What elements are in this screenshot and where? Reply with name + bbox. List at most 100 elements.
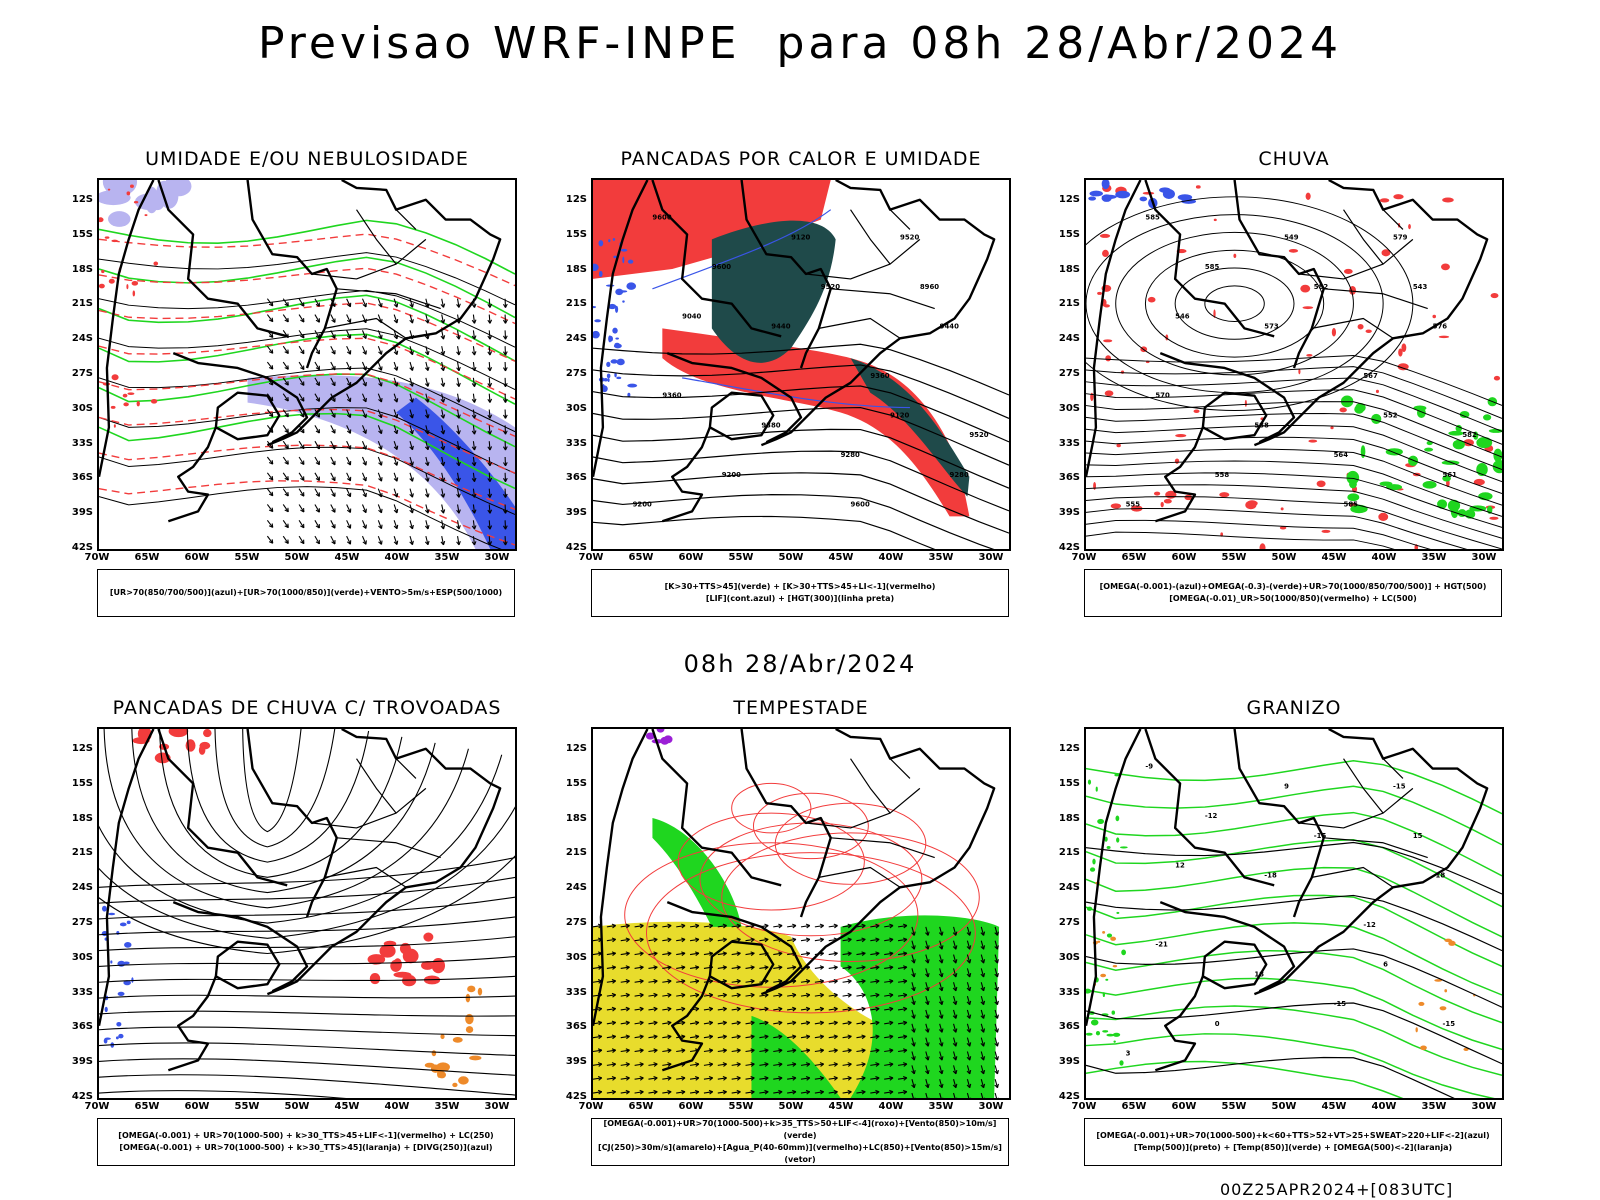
contour-label: 8960 xyxy=(920,283,939,291)
latitude-label: 24S xyxy=(1058,333,1080,345)
latitude-label: 18S xyxy=(565,263,587,275)
latitude-label: 21S xyxy=(71,298,93,310)
panel-title-chuva: CHUVA xyxy=(1258,148,1330,170)
latitude-label: 33S xyxy=(565,986,587,998)
latitude-label: 21S xyxy=(1058,298,1080,310)
jet-stream-yellow xyxy=(593,921,910,1098)
teal-instability-core xyxy=(711,220,836,363)
longitude-label: 70W xyxy=(578,552,604,563)
latitude-label: 30S xyxy=(1058,402,1080,414)
latitude-label: 18S xyxy=(71,263,93,275)
map-granizo: -9 -12 -15 -15 -18 -18 -21 -12 -15 -15 0 3 6 9 12 15 18 xyxy=(1084,727,1504,1100)
latitude-label: 42S xyxy=(1058,1091,1080,1102)
wind850-vectors xyxy=(593,923,999,1098)
legend-tempestade: [OMEGA(-0.001)+UR>70(1000-500)+k>35_TTS>… xyxy=(591,1118,1009,1166)
main-title: Previsao WRF-INPE para 08h 28/Abr/2024 xyxy=(258,18,1342,69)
panel-title-tempestade: TEMPESTADE xyxy=(733,697,869,719)
instability-red-area xyxy=(593,180,831,279)
latitude-label: 18S xyxy=(71,812,93,824)
longitude-label: 45W xyxy=(334,1101,360,1112)
legend-line: [OMEGA(-0.001) + UR>70(1000-500) + k>30_… xyxy=(118,1131,494,1140)
latitude-label: 30S xyxy=(565,951,587,963)
longitude-label: 40W xyxy=(878,552,904,563)
longitude-label: 35W xyxy=(928,1101,954,1112)
hgt300-contours xyxy=(593,343,1009,549)
latitude-label: 15S xyxy=(565,777,587,789)
panel-title-pancadas-de-chuva-c-trovoadas: PANCADAS DE CHUVA C/ TROVOADAS xyxy=(112,697,502,719)
contour-label: 12 xyxy=(1175,862,1185,870)
contour-label: -15 xyxy=(1393,782,1406,790)
longitude-label: 70W xyxy=(578,1101,604,1112)
latitude-label: 12S xyxy=(1058,743,1080,754)
latitude-label: 12S xyxy=(71,743,93,754)
latitude-label: 36S xyxy=(565,1021,587,1033)
contour-label: 585 xyxy=(1145,214,1160,222)
coastline-borders xyxy=(1086,180,1489,523)
latitude-label: 33S xyxy=(71,437,93,449)
latitude-label: 30S xyxy=(71,402,93,414)
contour-label: 15 xyxy=(1413,832,1423,840)
longitude-label: 65W xyxy=(1121,552,1147,563)
longitude-label: 55W xyxy=(728,552,754,563)
wind850-green-north xyxy=(652,818,742,927)
legend-umidade-e-ou-nebulosidade: [UR>70(850/700/500)](azul)+[UR>70(1000/8… xyxy=(97,569,515,617)
longitude-label: 35W xyxy=(434,1101,460,1112)
contour-label: -18 xyxy=(1433,871,1446,879)
contour-label: 9440 xyxy=(771,322,790,330)
map-plot-tempestade xyxy=(593,729,1000,1098)
longitude-label: 30W xyxy=(978,1101,1004,1112)
contour-label: -12 xyxy=(1205,812,1218,820)
contour-label: 9200 xyxy=(633,500,652,508)
latitude-label: 15S xyxy=(1058,228,1080,240)
longitude-label: 65W xyxy=(134,1101,160,1112)
contour-label: 9600 xyxy=(851,500,870,508)
latitude-label: 33S xyxy=(1058,437,1080,449)
longitude-label: 70W xyxy=(1071,552,1097,563)
latitude-label: 33S xyxy=(565,437,587,449)
omega500-orange xyxy=(1415,938,1476,1052)
legend-line: [OMEGA(-0.001)+UR>70(1000-500)+k>35_TTS>… xyxy=(603,1119,997,1140)
omega-green-cells xyxy=(1340,395,1502,519)
longitude-label: 35W xyxy=(1421,1101,1447,1112)
coastline-borders xyxy=(1086,729,1489,1072)
longitude-label: 70W xyxy=(1071,1101,1097,1112)
contour-label: -15 xyxy=(1334,1000,1347,1008)
latitude-label: 33S xyxy=(71,986,93,998)
latitude-label: 36S xyxy=(565,472,587,484)
latitude-label: 12S xyxy=(565,194,587,205)
longitude-label: 35W xyxy=(928,552,954,563)
forecast-date-label: 08h 28/Abr/2024 xyxy=(683,650,917,678)
latitude-label: 42S xyxy=(71,1091,93,1102)
longitude-label: 40W xyxy=(878,1101,904,1112)
contour-label: 582 xyxy=(1314,283,1329,291)
longitude-label: 70W xyxy=(84,1101,110,1112)
severe-storm-purple xyxy=(645,729,673,745)
longitude-label: 60W xyxy=(1171,1101,1197,1112)
legend-line: [Temp(500)](preto) + [Temp(850)](verde) … xyxy=(1133,1143,1453,1152)
longitude-label: 40W xyxy=(1371,552,1397,563)
panel-title-pancadas-por-calor-e-umidade: PANCADAS POR CALOR E UMIDADE xyxy=(620,148,982,170)
legend-line: [OMEGA(-0.001)+UR>70(1000-500)+k<60+TTS>… xyxy=(1096,1131,1490,1140)
run-timestamp: 00Z25APR2024+[083UTC] xyxy=(1220,1180,1454,1199)
contour-label: 552 xyxy=(1383,411,1398,419)
latitude-label: 15S xyxy=(1058,777,1080,789)
temp850-contours xyxy=(1086,760,1502,1098)
latitude-label: 27S xyxy=(565,917,587,928)
longitude-label: 65W xyxy=(1121,1101,1147,1112)
hgt500-labels: 585 585 582 579 576 573 570 567 564 561 558 555 552 5… xyxy=(1126,214,1477,509)
contour-label: 6 xyxy=(1383,960,1388,968)
contour-label: 9200 xyxy=(722,471,741,479)
contour-label: -18 xyxy=(1264,871,1277,879)
humidity-upper-shading xyxy=(247,375,515,549)
latitude-label: 36S xyxy=(1058,1021,1080,1033)
coastline-borders xyxy=(593,729,996,1072)
contour-label: 9 xyxy=(1284,782,1289,790)
latitude-label: 24S xyxy=(71,333,93,345)
contour-label: 9520 xyxy=(969,431,988,439)
contour-label: 558 xyxy=(1215,471,1230,479)
longitude-label: 55W xyxy=(728,1101,754,1112)
low-level-humidity-contours xyxy=(99,219,515,490)
wind850-green-east xyxy=(840,915,1000,1098)
contour-label: 582 xyxy=(1462,431,1477,439)
